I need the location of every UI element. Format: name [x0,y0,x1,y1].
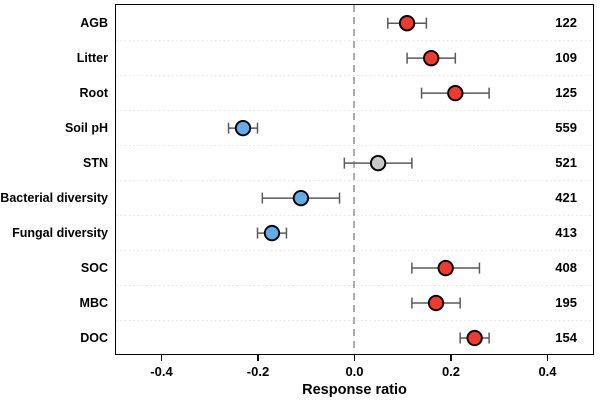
sample-size-mbc: 195 [555,295,577,311]
row-label-agb: AGB [80,16,108,31]
x-tick-mark [160,355,163,361]
x-tick-label: 0.4 [538,364,557,379]
plot-area: 122 109 125 559 521 421 413 408 195 154 [115,4,594,355]
data-point-agb [398,15,416,32]
x-tick-label: -0.4 [150,364,173,379]
row-label-mbc: MBC [79,296,108,311]
x-axis-title: Response ratio [302,382,407,398]
data-point-soc [437,259,454,277]
data-point-stn [369,154,387,172]
row-label-soil-ph: Soil pH [64,121,108,136]
row-label-fungal-diversity: Fungal diversity [12,226,108,241]
x-tick-label: 0.2 [441,364,461,379]
sample-size-bacterial-diversity: 421 [555,190,577,206]
sample-size-root: 125 [555,85,577,101]
sample-size-fungal-diversity: 413 [555,225,577,241]
row-label-doc: DOC [80,331,108,346]
x-tick-label: 0.0 [345,364,364,379]
plot-canvas [116,5,592,353]
row-label-soc: SOC [80,261,108,276]
sample-size-doc: 154 [555,330,577,346]
row-label-stn: STN [83,156,108,171]
sample-size-litter: 109 [555,50,577,66]
data-point-litter [423,50,440,67]
data-point-soil-ph [234,119,252,137]
row-label-litter: Litter [76,51,108,66]
data-point-bacterial-diversity [292,189,310,207]
row-label-bacterial-diversity: Bacterial diversity [0,191,108,206]
x-tick-mark [546,355,549,361]
data-point-doc [466,329,483,347]
sample-size-stn: 521 [555,155,577,171]
data-point-mbc [427,294,445,312]
sample-size-soil-ph: 559 [555,120,577,136]
x-tick-mark [450,355,452,361]
sample-size-soc: 408 [555,260,577,276]
sample-size-agb: 122 [555,15,577,31]
data-point-root [447,85,464,102]
data-point-fungal-diversity [263,224,281,242]
x-tick-label: -0.2 [246,364,270,379]
row-label-root: Root [79,86,108,101]
x-tick-mark [257,355,259,361]
x-tick-mark [353,355,356,361]
